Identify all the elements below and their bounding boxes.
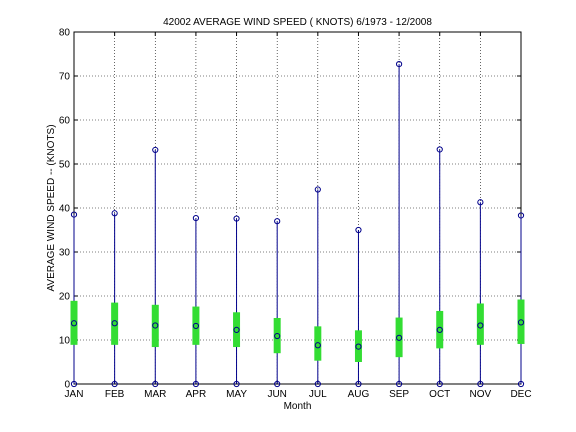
min-marker [111,380,118,388]
x-tick-label: JAN [65,389,84,400]
max-marker [274,218,281,225]
mean-marker [355,343,362,350]
min-marker [70,380,78,388]
y-tick-label: 70 [59,72,71,83]
mean-marker [233,326,240,333]
range-box [151,304,159,348]
grid [74,32,521,384]
range-box [273,318,281,354]
y-axis-title: AVERAGE WIND SPEED -- (KNOTS) [46,124,57,291]
max-marker [436,146,443,153]
mean-marker [111,320,118,327]
range-box [517,299,525,344]
range-box [436,310,444,349]
x-tick-label: MAR [144,389,166,400]
mean-marker [152,322,159,329]
max-marker [395,61,403,68]
max-marker [152,146,159,154]
min-marker [355,380,362,388]
mean-marker [192,322,200,330]
mean-marker [274,332,281,340]
min-marker [233,380,240,388]
max-marker [111,210,118,217]
range-box [70,300,78,345]
range-box [192,306,200,345]
x-tick-label: AUG [348,389,370,400]
axis-ticks: 0 10 20 30 40 50 60 70 80 JAN FEB MAR APR MAY JUN JUL AU… [59,28,532,401]
mean-marker [70,320,78,327]
x-tick-label: FEB [105,389,125,400]
x-tick-label: MAY [226,389,247,400]
min-marker [274,380,281,388]
max-marker [355,226,362,234]
range-box [395,317,403,358]
y-tick-label: 10 [59,336,71,347]
min-marker [314,380,321,388]
min-marker [477,380,484,388]
mean-marker [477,322,484,329]
max-marker [70,211,78,218]
max-marker [233,215,240,222]
y-tick-label: 60 [59,116,71,127]
mean-marker [314,342,321,349]
max-marker [314,186,321,193]
mean-marker [517,319,525,326]
x-tick-label: JUN [267,389,286,400]
mean-marker [436,326,443,333]
y-tick-label: 0 [64,380,70,391]
x-tick-label: NOV [470,389,492,400]
mean-marker [395,334,403,341]
chart-title: 42002 AVERAGE WIND SPEED ( KNOTS) 6/1973… [163,17,432,28]
x-tick-label: APR [186,389,207,400]
y-tick-label: 80 [59,28,71,39]
min-marker [436,380,443,388]
range-box [314,326,322,361]
data-series [70,61,525,388]
x-axis-title: Month [284,401,312,412]
min-marker [192,380,200,388]
max-marker [517,212,525,219]
min-marker [152,380,159,388]
y-tick-label: 50 [59,160,71,171]
min-marker [395,380,403,388]
range-box [111,302,119,345]
range-box [233,312,241,348]
x-tick-label: SEP [389,389,409,400]
y-tick-label: 30 [59,248,71,259]
range-box [354,330,362,362]
x-tick-label: OCT [429,389,450,400]
max-marker [477,199,484,206]
max-marker [192,215,200,222]
y-tick-label: 20 [59,292,71,303]
x-tick-label: JUL [309,389,327,400]
x-tick-label: DEC [510,389,531,400]
range-box [476,303,484,345]
min-marker [517,380,525,388]
y-tick-label: 40 [59,204,71,215]
